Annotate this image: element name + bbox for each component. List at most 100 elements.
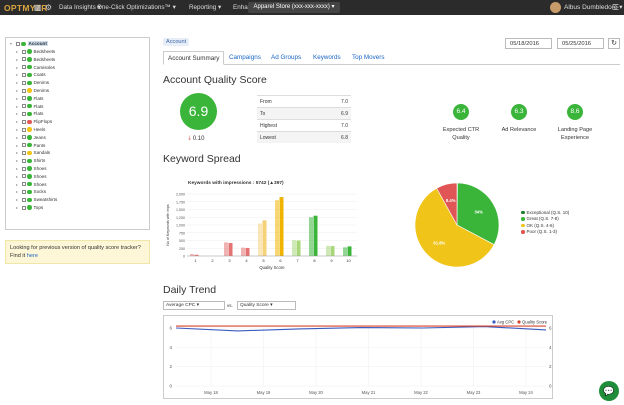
tab-campaigns[interactable]: Campaigns [229, 54, 261, 61]
bar [347, 246, 352, 256]
expand-icon[interactable]: ▸ [16, 173, 19, 179]
tree-checkbox[interactable] [21, 182, 26, 187]
tree-checkbox[interactable] [21, 104, 26, 109]
expand-icon[interactable]: ▸ [16, 72, 19, 78]
expand-icon[interactable]: ▸ [16, 134, 19, 140]
tree-checkbox[interactable] [21, 189, 26, 194]
tree-item[interactable]: ▸ Sandals [16, 149, 50, 157]
expand-icon[interactable]: ▾ [10, 41, 13, 47]
menu-icon[interactable]: ☰ [612, 3, 620, 12]
date-from-field[interactable]: 05/18/2016 [505, 38, 552, 49]
expand-icon[interactable]: ▸ [16, 64, 19, 70]
grid-icon[interactable]: ▦ [33, 3, 42, 12]
chat-icon[interactable]: 💬 [599, 381, 619, 401]
tab-ad-groups[interactable]: Ad Groups [271, 54, 302, 61]
score-delta-value: 0.10 [192, 136, 205, 142]
tree-checkbox[interactable] [21, 174, 26, 179]
ctr-quality-metric: 6.4 [453, 104, 469, 120]
expand-icon[interactable]: ▸ [16, 80, 19, 86]
y-tick-label: 0 [183, 255, 185, 259]
expand-icon[interactable]: ▸ [16, 119, 19, 125]
tree-checkbox[interactable] [21, 150, 26, 155]
tree-item[interactable]: ▸ Shoes [16, 173, 47, 181]
tree-checkbox[interactable] [21, 111, 26, 116]
nav-data-insights[interactable]: Data Insights ▾ [59, 4, 101, 11]
tab-keywords[interactable]: Keywords [313, 54, 341, 61]
right-metric-select[interactable]: Quality Score ▾ [237, 301, 296, 310]
tree-item[interactable]: ▸ Heels [16, 126, 45, 134]
tree-item[interactable]: ▸ Sweatshirts [16, 196, 57, 204]
tree-checkbox[interactable] [21, 88, 26, 93]
expand-icon[interactable]: ▸ [16, 166, 19, 172]
tree-checkbox[interactable] [21, 127, 26, 132]
date-to-field[interactable]: 05/25/2016 [557, 38, 604, 49]
tree-item[interactable]: ▸ Shoes [16, 180, 47, 188]
tree-root[interactable]: ▾ Account [10, 40, 48, 48]
tree-checkbox[interactable] [21, 143, 26, 148]
account-select[interactable]: Apparel Store (xxx-xxx-xxxx) ▾ [248, 2, 340, 13]
tree-item[interactable]: ▸ Socks [16, 188, 46, 196]
tree-item[interactable]: ▸ Camisoles [16, 63, 55, 71]
tree-checkbox[interactable] [21, 135, 26, 140]
tree-checkbox[interactable] [21, 119, 26, 124]
expand-icon[interactable]: ▸ [16, 49, 19, 55]
tree-item[interactable]: ▸ Pants [16, 141, 45, 149]
x-tick-label: May 22 [414, 390, 428, 395]
quality-heading: Account Quality Score [163, 74, 267, 86]
expand-icon[interactable]: ▸ [16, 111, 19, 117]
tree-checkbox[interactable] [21, 65, 26, 70]
expand-icon[interactable]: ▸ [16, 88, 19, 94]
tree-item[interactable]: ▸ Shirts [16, 157, 45, 165]
tree-item[interactable]: ▸ Flats [16, 110, 43, 118]
tree-checkbox[interactable] [21, 72, 26, 77]
expand-icon[interactable]: ▸ [16, 95, 19, 101]
expand-icon[interactable]: ▸ [16, 56, 19, 62]
tree-item[interactable]: ▸ Shoes [16, 165, 47, 173]
breadcrumb[interactable]: Account [163, 38, 190, 46]
tree-item[interactable]: ▸ Bedsheets [16, 48, 55, 56]
expand-icon[interactable]: ▸ [16, 181, 19, 187]
refresh-icon[interactable]: ↻ [608, 38, 620, 49]
tree-item[interactable]: ▸ Flats [16, 102, 43, 110]
expand-icon[interactable]: ▸ [16, 142, 19, 148]
tree-checkbox[interactable] [21, 49, 26, 54]
y-axis-label: No of Keywords with imps [166, 204, 170, 246]
expand-icon[interactable]: ▸ [16, 158, 19, 164]
tree-checkbox[interactable] [15, 41, 20, 46]
tree-checkbox[interactable] [21, 205, 26, 210]
tab-account-summary[interactable]: Account Summary [163, 51, 225, 65]
nav-reporting[interactable]: Reporting ▾ [189, 4, 222, 11]
tree-item[interactable]: ▸ Bedsheets [16, 56, 55, 64]
tree-item[interactable]: ▸ FlipFlops [16, 118, 52, 126]
tree-checkbox[interactable] [21, 158, 26, 163]
expand-icon[interactable]: ▸ [16, 103, 19, 109]
expand-icon[interactable]: ▸ [16, 150, 19, 156]
tree-item-label: Shoes [33, 166, 47, 172]
x-tick-label: May 19 [257, 390, 271, 395]
settings-icon[interactable]: ⚙ [44, 3, 53, 12]
notice-link[interactable]: here [26, 253, 38, 259]
legend-swatch [521, 223, 525, 227]
tree-checkbox[interactable] [21, 96, 26, 101]
tree-item[interactable]: ▸ Tops [16, 204, 43, 212]
expand-icon[interactable]: ▸ [16, 205, 19, 211]
left-metric-select[interactable]: Average CPC ▾ [163, 301, 225, 310]
tree-checkbox[interactable] [21, 57, 26, 62]
nav-one-click-optimizations[interactable]: One-Click Optimizations™ ▾ [97, 4, 176, 11]
expand-icon[interactable]: ▸ [16, 189, 19, 195]
tree-item[interactable]: ▸ Denims [16, 79, 49, 87]
bar [262, 220, 267, 256]
tab-top-movers[interactable]: Top Movers [352, 54, 385, 61]
tree-item[interactable]: ▸ Coats [16, 71, 46, 79]
optmyzr-logo[interactable]: OPTMYZR [4, 3, 48, 13]
tree-checkbox[interactable] [21, 80, 26, 85]
tree-item-label: Socks [33, 189, 47, 195]
tree-item[interactable]: ▸ Denims [16, 87, 49, 95]
tree-item[interactable]: ▸ Flats [16, 95, 43, 103]
tree-checkbox[interactable] [21, 197, 26, 202]
user-menu[interactable]: Albus Dumbledore ▾ [550, 1, 623, 14]
expand-icon[interactable]: ▸ [16, 197, 19, 203]
tree-checkbox[interactable] [21, 166, 26, 171]
tree-item[interactable]: ▸ Jeans [16, 134, 46, 142]
expand-icon[interactable]: ▸ [16, 127, 19, 133]
